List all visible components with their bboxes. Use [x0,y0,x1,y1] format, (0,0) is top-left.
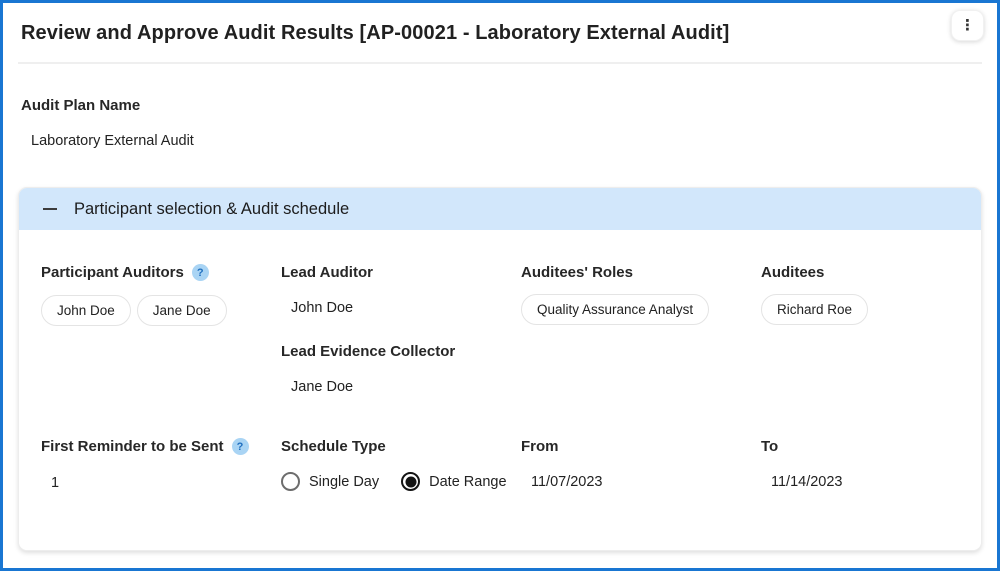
help-icon[interactable]: ? [231,438,249,455]
lead-auditor-label: Lead Auditor [281,264,373,281]
schedule-row: First Reminder to be Sent ? 1 Schedule T… [41,438,981,491]
audit-plan-name-field: Audit Plan Name Laboratory External Audi… [21,97,979,149]
to-date-field: To 11/14/2023 [761,438,981,490]
auditee-chip: Richard Roe [761,294,869,325]
lead-evidence-collector-value: Jane Doe [291,379,354,395]
help-icon[interactable]: ? [191,264,209,281]
radio-icon[interactable] [281,472,300,491]
lead-auditor-value: John Doe [291,300,354,316]
single-day-radio-label: Single Day [309,473,380,490]
auditees-roles-chips: Quality Assurance Analyst [521,294,761,325]
to-value: 11/14/2023 [771,474,843,490]
first-reminder-label: First Reminder to be Sent [41,438,224,455]
to-label: To [761,438,779,455]
first-reminder-field: First Reminder to be Sent ? 1 [41,438,281,491]
lead-evidence-collector-label: Lead Evidence Collector [281,343,456,360]
page-title: Review and Approve Audit Results [AP-000… [21,22,730,44]
auditor-chip: Jane Doe [136,295,227,326]
radio-icon[interactable] [401,472,421,491]
header-divider [18,62,982,64]
lead-auditor-field: Lead Auditor John Doe [281,264,521,316]
auditees-chips: Richard Roe [761,294,981,325]
collapse-minus-icon[interactable] [43,207,57,211]
section-header[interactable]: Participant selection & Audit schedule [19,188,981,230]
auditees-roles-label: Auditees' Roles [521,264,633,281]
audit-plan-name-value: Laboratory External Audit [31,133,194,149]
participant-auditors-chips: John Doe Jane Doe [41,295,281,326]
participant-auditors-label: Participant Auditors [41,264,184,281]
page-header: Review and Approve Audit Results [AP-000… [3,3,997,45]
schedule-type-field: Schedule Type Single Day Date Range [281,438,521,491]
more-options-button[interactable]: ⋮ [951,10,984,41]
lead-column: Lead Auditor John Doe Lead Evidence Coll… [281,264,521,395]
single-day-radio[interactable]: Single Day [281,472,379,491]
schedule-type-radio-group: Single Day Date Range [281,472,521,491]
participant-schedule-section: Participant selection & Audit schedule P… [18,187,982,551]
from-date-field: From 11/07/2023 [521,438,761,490]
auditees-field: Auditees Richard Roe [761,264,981,325]
auditees-label: Auditees [761,264,825,281]
first-reminder-value: 1 [51,475,60,491]
date-range-radio-label: Date Range [429,473,507,490]
participants-row: Participant Auditors ? John Doe Jane Doe… [41,264,981,395]
from-label: From [521,438,559,455]
participant-auditors-field: Participant Auditors ? John Doe Jane Doe [41,264,281,326]
kebab-menu-icon: ⋮ [960,17,975,34]
lead-evidence-collector-field: Lead Evidence Collector Jane Doe [281,343,521,395]
section-body: Participant Auditors ? John Doe Jane Doe… [19,230,981,550]
role-chip: Quality Assurance Analyst [521,294,710,325]
schedule-type-label: Schedule Type [281,438,386,455]
section-title: Participant selection & Audit schedule [74,199,350,218]
auditor-chip: John Doe [41,295,131,326]
date-range-radio[interactable]: Date Range [401,472,507,491]
auditees-roles-field: Auditees' Roles Quality Assurance Analys… [521,264,761,325]
from-value: 11/07/2023 [531,474,603,490]
audit-plan-name-label: Audit Plan Name [21,97,141,114]
